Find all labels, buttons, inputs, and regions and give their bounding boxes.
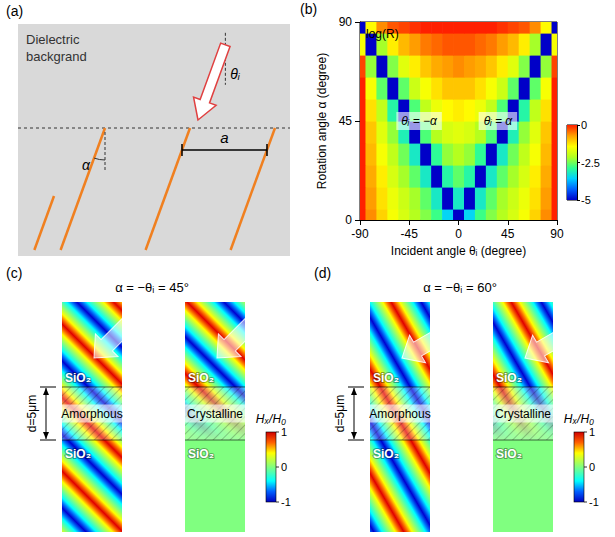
svg-text:90: 90 xyxy=(550,227,564,241)
svg-text:(b): (b) xyxy=(300,1,317,17)
svg-text:SiO₂: SiO₂ xyxy=(188,371,214,385)
svg-text:SiO₂: SiO₂ xyxy=(373,371,399,385)
svg-text:-90: -90 xyxy=(351,227,369,241)
svg-text:SiO₂: SiO₂ xyxy=(65,447,91,461)
svg-text:1: 1 xyxy=(281,426,287,438)
svg-text:SiO₂: SiO₂ xyxy=(373,447,399,461)
svg-text:SiO₂: SiO₂ xyxy=(65,371,91,385)
svg-text:(c): (c) xyxy=(6,265,22,281)
svg-text:α: α xyxy=(82,157,91,173)
svg-text:-1: -1 xyxy=(281,496,291,508)
svg-text:Incident angle θᵢ (degree): Incident angle θᵢ (degree) xyxy=(391,244,526,258)
svg-text:-2.5: -2.5 xyxy=(581,157,600,169)
svg-text:Amorphous: Amorphous xyxy=(369,407,430,421)
svg-text:0: 0 xyxy=(589,461,595,473)
svg-text:45: 45 xyxy=(501,227,515,241)
svg-text:-45: -45 xyxy=(401,227,419,241)
svg-text:θᵢ = α: θᵢ = α xyxy=(484,114,514,128)
svg-text:α = −θᵢ = 45°: α = −θᵢ = 45° xyxy=(115,280,189,295)
svg-text:Hₓ/H₀: Hₓ/H₀ xyxy=(564,412,594,426)
svg-text:45: 45 xyxy=(339,114,353,128)
svg-text:0: 0 xyxy=(581,119,587,131)
svg-text:d=5μm: d=5μm xyxy=(25,395,39,432)
svg-text:0: 0 xyxy=(345,213,352,227)
svg-text:1: 1 xyxy=(589,426,595,438)
svg-text:log(R): log(R) xyxy=(366,27,399,41)
svg-text:Crystalline: Crystalline xyxy=(187,407,243,421)
svg-text:backgrand: backgrand xyxy=(26,49,87,64)
svg-text:90: 90 xyxy=(339,15,353,29)
svg-text:Rotation angle α (degree): Rotation angle α (degree) xyxy=(315,53,329,189)
svg-text:Crystalline: Crystalline xyxy=(495,407,551,421)
svg-text:SiO₂: SiO₂ xyxy=(496,447,522,461)
svg-text:a: a xyxy=(220,129,228,146)
svg-text:Amorphous: Amorphous xyxy=(61,407,122,421)
svg-text:0: 0 xyxy=(455,227,462,241)
svg-text:-1: -1 xyxy=(589,496,599,508)
svg-text:(a): (a) xyxy=(6,3,23,19)
svg-text:θᵢ = −α: θᵢ = −α xyxy=(401,114,438,128)
svg-text:(d): (d) xyxy=(314,265,331,281)
svg-text:d=5μm: d=5μm xyxy=(333,395,347,432)
svg-text:θᵢ: θᵢ xyxy=(230,66,240,82)
svg-text:0: 0 xyxy=(281,461,287,473)
svg-text:SiO₂: SiO₂ xyxy=(188,447,214,461)
svg-text:SiO₂: SiO₂ xyxy=(496,371,522,385)
svg-text:-5: -5 xyxy=(581,194,591,206)
svg-text:Hₓ/H₀: Hₓ/H₀ xyxy=(256,412,286,426)
svg-text:α = −θᵢ = 60°: α = −θᵢ = 60° xyxy=(423,280,497,295)
svg-text:Dielectric: Dielectric xyxy=(26,32,80,47)
